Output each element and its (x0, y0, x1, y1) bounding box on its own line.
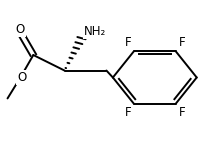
Text: F: F (178, 36, 185, 49)
Text: F: F (124, 106, 131, 119)
Text: O: O (16, 23, 25, 36)
Text: O: O (17, 71, 26, 84)
Text: F: F (178, 106, 185, 119)
Text: F: F (124, 36, 131, 49)
Text: NH₂: NH₂ (83, 25, 106, 38)
